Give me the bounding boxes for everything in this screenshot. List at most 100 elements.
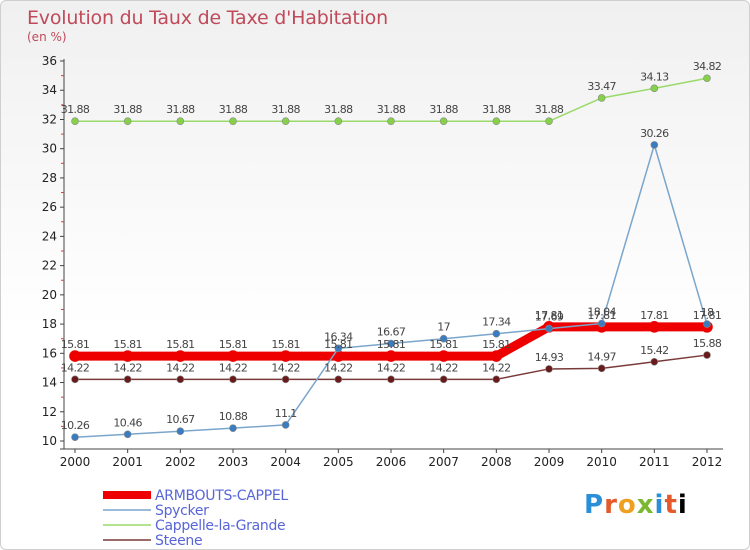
logo-letter: P bbox=[584, 490, 605, 520]
data-label-cappelle-la-grande: 31.88 bbox=[324, 103, 353, 116]
data-label-cappelle-la-grande: 31.88 bbox=[482, 103, 511, 116]
data-label-steene: 14.22 bbox=[219, 361, 248, 374]
data-label-steene: 14.22 bbox=[429, 361, 458, 374]
data-point-cappelle-la-grande bbox=[492, 117, 501, 126]
x-tick-label: 2001 bbox=[112, 455, 143, 469]
data-label-cappelle-la-grande: 34.13 bbox=[640, 70, 669, 83]
data-label-armbouts-cappel: 15.81 bbox=[482, 338, 511, 351]
data-label-spycker: 10.67 bbox=[166, 413, 195, 426]
y-tick-label: 14 bbox=[42, 376, 57, 390]
x-tick-label: 2005 bbox=[323, 455, 354, 469]
legend-label-spycker: Spycker bbox=[155, 503, 209, 519]
data-label-cappelle-la-grande: 33.47 bbox=[587, 80, 616, 93]
data-point-spycker bbox=[334, 344, 343, 353]
data-label-steene: 14.22 bbox=[166, 361, 195, 374]
y-tick-label: 28 bbox=[42, 171, 57, 185]
data-label-armbouts-cappel: 17.81 bbox=[535, 309, 564, 322]
data-label-steene: 15.88 bbox=[693, 337, 722, 350]
y-tick-label: 18 bbox=[42, 317, 57, 331]
data-point-armbouts-cappel bbox=[648, 321, 661, 333]
x-tick-label: 2012 bbox=[692, 455, 723, 469]
data-point-steene bbox=[597, 364, 606, 373]
x-tick-label: 2008 bbox=[481, 455, 512, 469]
logo-letter: x bbox=[636, 490, 655, 520]
x-tick-label: 2009 bbox=[534, 455, 565, 469]
y-tick-label: 36 bbox=[42, 54, 57, 68]
data-point-steene bbox=[229, 375, 237, 384]
data-point-spycker bbox=[176, 427, 185, 436]
x-tick-label: 2003 bbox=[218, 455, 249, 469]
data-label-steene: 14.22 bbox=[324, 361, 353, 374]
data-point-steene bbox=[703, 351, 711, 359]
data-point-cappelle-la-grande bbox=[281, 117, 290, 126]
data-label-spycker: 10.88 bbox=[219, 410, 248, 423]
data-point-spycker bbox=[281, 421, 290, 429]
data-point-spycker bbox=[387, 339, 395, 348]
x-tick-label: 2000 bbox=[60, 455, 91, 469]
data-label-armbouts-cappel: 15.81 bbox=[113, 338, 142, 351]
data-label-spycker: 17 bbox=[437, 321, 450, 334]
data-label-steene: 14.22 bbox=[377, 361, 406, 374]
data-label-armbouts-cappel: 15.81 bbox=[219, 338, 248, 351]
data-label-spycker: 16.34 bbox=[324, 330, 353, 343]
data-point-cappelle-la-grande bbox=[334, 117, 343, 126]
data-point-cappelle-la-grande bbox=[176, 117, 185, 126]
data-point-steene bbox=[123, 375, 132, 384]
data-label-armbouts-cappel: 15.81 bbox=[61, 338, 90, 351]
x-tick-label: 2007 bbox=[428, 455, 459, 469]
data-point-spycker bbox=[545, 324, 553, 333]
logo-letter: i bbox=[654, 490, 665, 520]
data-label-spycker: 10.26 bbox=[61, 419, 90, 432]
data-point-spycker bbox=[229, 424, 237, 432]
data-point-cappelle-la-grande bbox=[123, 117, 132, 126]
data-point-spycker bbox=[492, 329, 501, 338]
y-tick-label: 20 bbox=[42, 288, 57, 302]
logo-letter: i bbox=[677, 490, 688, 520]
data-label-armbouts-cappel: 17.81 bbox=[587, 309, 616, 322]
data-label-armbouts-cappel: 15.81 bbox=[324, 338, 353, 351]
data-label-cappelle-la-grande: 31.88 bbox=[429, 103, 458, 116]
data-point-spycker bbox=[439, 334, 448, 343]
data-label-armbouts-cappel: 15.81 bbox=[166, 338, 195, 351]
data-point-armbouts-cappel bbox=[279, 350, 292, 362]
data-point-armbouts-cappel bbox=[437, 350, 450, 362]
data-label-spycker: 17.69 bbox=[535, 311, 564, 324]
x-tick-label: 2002 bbox=[165, 455, 196, 469]
x-tick-label: 2006 bbox=[376, 455, 407, 469]
data-label-spycker: 18.04 bbox=[587, 305, 616, 318]
data-point-steene bbox=[334, 375, 343, 384]
data-label-steene: 14.22 bbox=[482, 361, 511, 374]
data-label-spycker: 11.1 bbox=[275, 407, 297, 420]
data-point-steene bbox=[176, 375, 185, 384]
data-label-spycker: 16.67 bbox=[377, 326, 406, 339]
y-tick-label: 30 bbox=[42, 142, 57, 156]
y-tick-label: 24 bbox=[42, 229, 57, 243]
data-label-cappelle-la-grande: 31.88 bbox=[271, 103, 300, 116]
data-label-armbouts-cappel: 15.81 bbox=[271, 338, 300, 351]
data-point-cappelle-la-grande bbox=[387, 117, 395, 126]
data-point-armbouts-cappel bbox=[121, 350, 134, 362]
data-point-armbouts-cappel bbox=[69, 350, 81, 362]
data-label-cappelle-la-grande: 31.88 bbox=[535, 103, 564, 116]
data-point-steene bbox=[281, 375, 290, 384]
data-point-steene bbox=[650, 357, 659, 366]
proxiti-logo: Proxiti bbox=[584, 490, 688, 520]
y-tick-label: 34 bbox=[42, 83, 57, 97]
data-point-spycker bbox=[703, 320, 711, 328]
data-label-cappelle-la-grande: 31.88 bbox=[113, 103, 142, 116]
data-label-armbouts-cappel: 17.81 bbox=[693, 309, 722, 322]
data-label-steene: 14.93 bbox=[535, 351, 564, 364]
y-tick-label: 16 bbox=[42, 346, 57, 360]
data-point-spycker bbox=[71, 433, 79, 442]
legend-label-cappelle-la-grande: Cappelle-la-Grande bbox=[155, 518, 285, 534]
data-point-armbouts-cappel bbox=[490, 350, 503, 362]
y-tick-label: 10 bbox=[42, 434, 57, 448]
logo-letter: r bbox=[604, 490, 618, 520]
data-label-armbouts-cappel: 15.81 bbox=[377, 338, 406, 351]
series-line-spycker bbox=[74, 144, 708, 438]
data-point-armbouts-cappel bbox=[385, 350, 397, 362]
data-point-steene bbox=[545, 365, 553, 373]
data-point-cappelle-la-grande bbox=[439, 117, 448, 126]
y-tick-label: 22 bbox=[42, 259, 57, 273]
data-label-steene: 14.97 bbox=[587, 350, 616, 363]
